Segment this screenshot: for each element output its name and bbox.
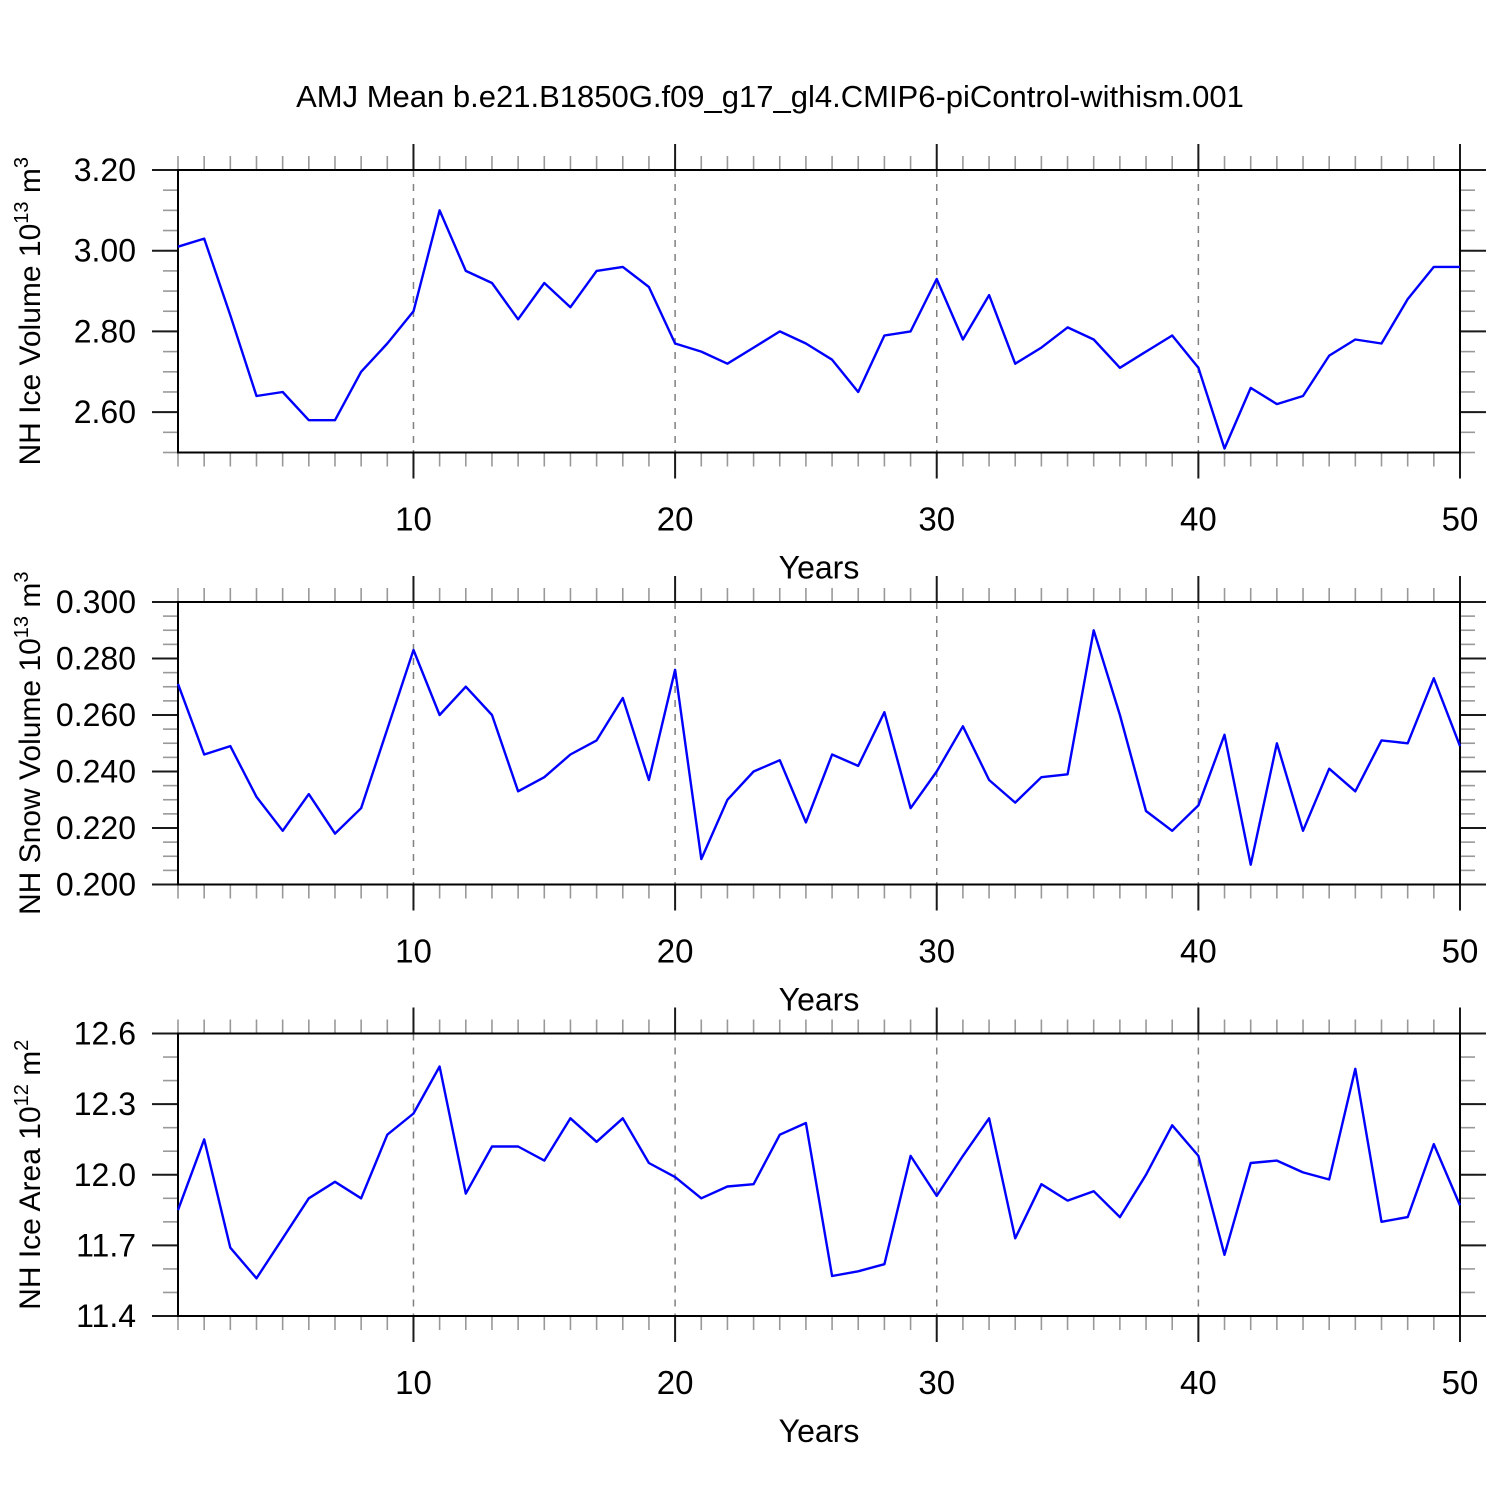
- panel-nh-snow-volume-xaxis-title: Years: [779, 982, 860, 1018]
- panel-nh-snow-volume-ytick-label-0.240: 0.240: [56, 754, 136, 790]
- figure-title: AMJ Mean b.e21.B1850G.f09_g17_gl4.CMIP6-…: [296, 79, 1244, 114]
- panel-nh-snow-volume-xtick-label-50: 50: [1442, 933, 1479, 970]
- panel-nh-snow-volume-ytick-label-0.220: 0.220: [56, 810, 136, 846]
- panel-nh-ice-area-xtick-label-30: 30: [918, 1364, 955, 1401]
- panel-nh-ice-volume-series-line: [177, 209, 1460, 450]
- panel-nh-ice-area-xtick-label-10: 10: [395, 1364, 432, 1401]
- panels-group: 10 20 30 40 50 3.20 3.00 2.80 2.60 Years NH Ice Vo…: [11, 144, 1486, 1449]
- panel-nh-ice-area-ytick-label-11.4: 11.4: [76, 1298, 136, 1334]
- panel-nh-ice-area-xaxis-title: Years: [779, 1413, 860, 1449]
- panel-nh-snow-volume-ytick-label-0.200: 0.200: [56, 867, 136, 903]
- panel-nh-snow-volume-ytick-label-0.280: 0.280: [56, 641, 136, 677]
- panel-nh-ice-volume-ytick-label-3.00: 3.00: [74, 233, 136, 269]
- panel-nh-snow-volume: 10 20 30 40 50 0.300 0.280 0.260 0.240 0.220 0.200…: [11, 571, 1486, 1018]
- panel-nh-snow-volume-xtick-label-30: 30: [918, 933, 955, 970]
- panel-nh-snow-volume-yaxis-title: NH Snow Volume 1013​ m3​: [11, 571, 47, 915]
- panel-nh-snow-volume-xtick-label-10: 10: [395, 933, 432, 970]
- panel-nh-ice-volume-yaxis-title: NH Ice Volume 1013​ m3​: [11, 157, 47, 466]
- panel-nh-snow-volume-xtick-label-20: 20: [657, 933, 694, 970]
- panel-nh-ice-area-xtick-label-40: 40: [1180, 1364, 1217, 1401]
- panel-nh-ice-volume: 10 20 30 40 50 3.20 3.00 2.80 2.60 Years NH Ice Vo…: [11, 144, 1486, 586]
- panel-nh-ice-area-xtick-label-50: 50: [1442, 1364, 1479, 1401]
- panel-nh-ice-area-ytick-label-11.7: 11.7: [76, 1227, 136, 1263]
- panel-nh-ice-volume-xaxis-title: Years: [779, 550, 860, 586]
- panel-nh-ice-volume-ytick-label-2.80: 2.80: [74, 313, 136, 349]
- panel-nh-snow-volume-ytick-label-0.260: 0.260: [56, 697, 136, 733]
- panel-nh-ice-area-ytick-label-12.0: 12.0: [74, 1157, 136, 1193]
- panel-nh-ice-area: 10 20 30 40 50 12.6 12.3 12.0 11.7 11.4 Years NH Ic…: [11, 1007, 1486, 1449]
- panel-nh-ice-volume-ytick-label-3.20: 3.20: [74, 152, 136, 188]
- panel-nh-ice-volume-xtick-label-10: 10: [395, 501, 432, 538]
- panel-nh-ice-area-xtick-label-20: 20: [657, 1364, 694, 1401]
- panel-nh-ice-volume-xtick-label-20: 20: [657, 501, 694, 538]
- panel-nh-ice-volume-xtick-label-30: 30: [918, 501, 955, 538]
- panel-nh-snow-volume-xtick-label-40: 40: [1180, 933, 1217, 970]
- panel-nh-ice-area-ytick-label-12.6: 12.6: [74, 1016, 136, 1052]
- panel-nh-ice-area-yaxis-title: NH Ice Area 1012​ m2​: [11, 1040, 47, 1310]
- panel-nh-ice-area-series-line: [176, 1065, 1462, 1280]
- panel-nh-ice-volume-ytick-label-2.60: 2.60: [74, 394, 136, 430]
- panel-nh-ice-area-ytick-label-12.3: 12.3: [74, 1086, 136, 1122]
- panel-nh-ice-volume-frame: [177, 169, 1461, 454]
- panel-nh-ice-area-frame: [177, 1032, 1461, 1317]
- panel-nh-ice-volume-xtick-label-50: 50: [1442, 501, 1479, 538]
- panel-nh-ice-volume-xtick-label-40: 40: [1180, 501, 1217, 538]
- panel-nh-snow-volume-ytick-label-0.300: 0.300: [56, 584, 136, 620]
- panel-nh-snow-volume-series-line: [176, 629, 1462, 866]
